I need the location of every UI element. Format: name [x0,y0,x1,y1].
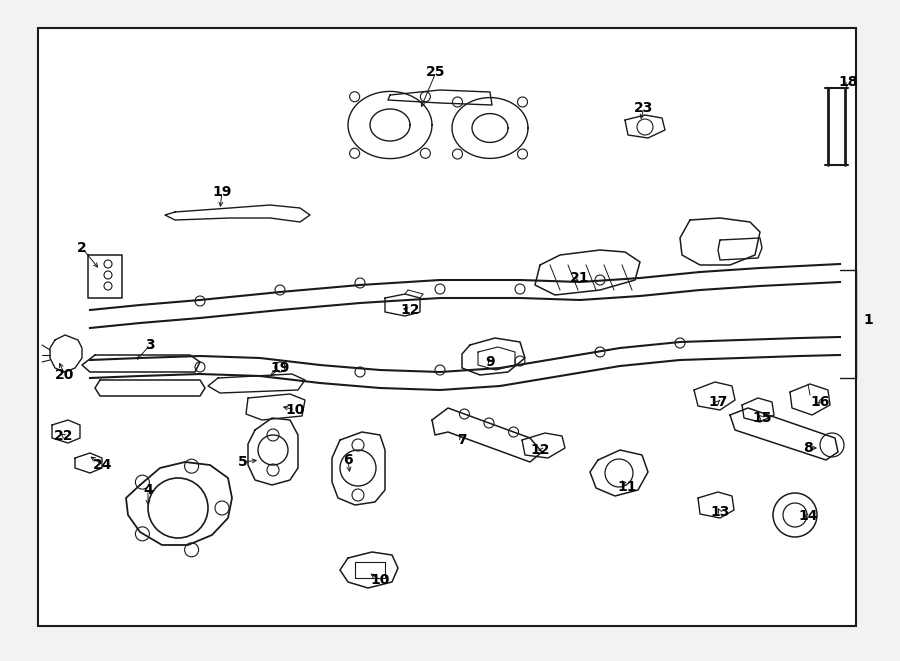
Text: 9: 9 [485,355,495,369]
Text: 22: 22 [54,429,74,443]
Text: 16: 16 [810,395,830,409]
Text: 15: 15 [752,411,772,425]
Text: 2: 2 [77,241,87,255]
Text: 18: 18 [838,75,858,89]
Text: 1: 1 [863,313,873,327]
Text: 10: 10 [285,403,305,417]
Text: 3: 3 [145,338,155,352]
Text: 7: 7 [457,433,467,447]
Text: 11: 11 [617,480,637,494]
Text: 13: 13 [710,505,730,519]
Text: 19: 19 [212,185,231,199]
Text: 6: 6 [343,453,353,467]
Text: 4: 4 [143,483,153,497]
Text: 20: 20 [55,368,75,382]
Text: 12: 12 [530,443,550,457]
Text: 10: 10 [370,573,390,587]
Text: 17: 17 [708,395,728,409]
Text: 23: 23 [634,101,653,115]
Text: 24: 24 [94,458,112,472]
Text: 21: 21 [571,271,590,285]
Text: 8: 8 [803,441,813,455]
Text: 12: 12 [400,303,419,317]
Text: 14: 14 [798,509,818,523]
Text: 5: 5 [238,455,248,469]
Text: 25: 25 [427,65,446,79]
Text: 19: 19 [270,361,290,375]
